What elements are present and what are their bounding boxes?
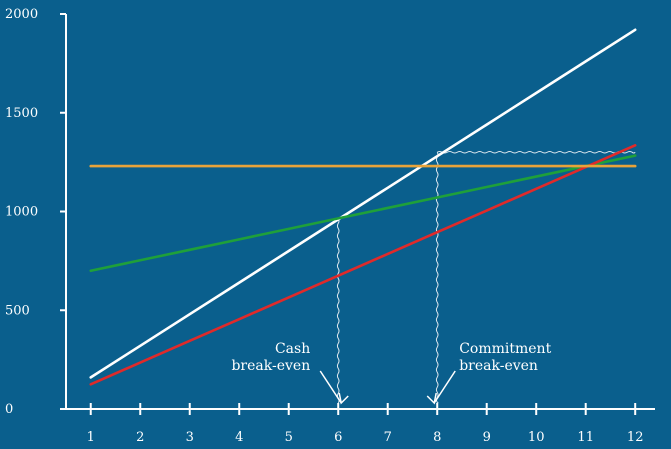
- x-tick-label: 1: [87, 430, 95, 445]
- x-tick-label: 4: [235, 430, 243, 445]
- y-tick-label: 500: [5, 303, 30, 318]
- break-even-vertical-guide: [435, 151, 439, 404]
- y-tick-label: 1500: [5, 106, 38, 121]
- x-tick-label: 10: [528, 430, 545, 445]
- green-series-line: [89, 154, 637, 273]
- annotation-arrow-head: [338, 392, 349, 405]
- y-tick-label: 2000: [5, 7, 38, 22]
- x-tick-label: 9: [483, 430, 491, 445]
- break-even-vertical-guide: [336, 218, 340, 404]
- y-tick-label: 0: [5, 402, 13, 417]
- white-series-line: [89, 28, 637, 379]
- annotation-label: Commitment: [459, 341, 551, 357]
- annotation-label: break-even: [231, 358, 310, 374]
- x-tick-label: 12: [627, 430, 644, 445]
- annotation-label: Cash: [275, 341, 310, 357]
- x-tick-label: 7: [384, 430, 392, 445]
- series-lines: [89, 28, 637, 386]
- x-tick-label: 11: [577, 430, 594, 445]
- x-tick-label: 3: [186, 430, 194, 445]
- red-series-line: [89, 144, 637, 386]
- annotation-label: break-even: [459, 358, 538, 374]
- x-tick-label: 6: [334, 430, 342, 445]
- x-tick-label: 2: [136, 430, 144, 445]
- commitment-horizontal-guide: [436, 150, 636, 154]
- x-tick-label: 5: [285, 430, 293, 445]
- annotation-arrow-shaft: [433, 370, 456, 404]
- y-tick-label: 1000: [5, 205, 38, 220]
- annotation-arrow-head: [426, 392, 437, 405]
- break-even-guides: [336, 150, 636, 404]
- x-tick-label: 8: [433, 430, 441, 445]
- annotation-arrow-shaft: [319, 370, 342, 404]
